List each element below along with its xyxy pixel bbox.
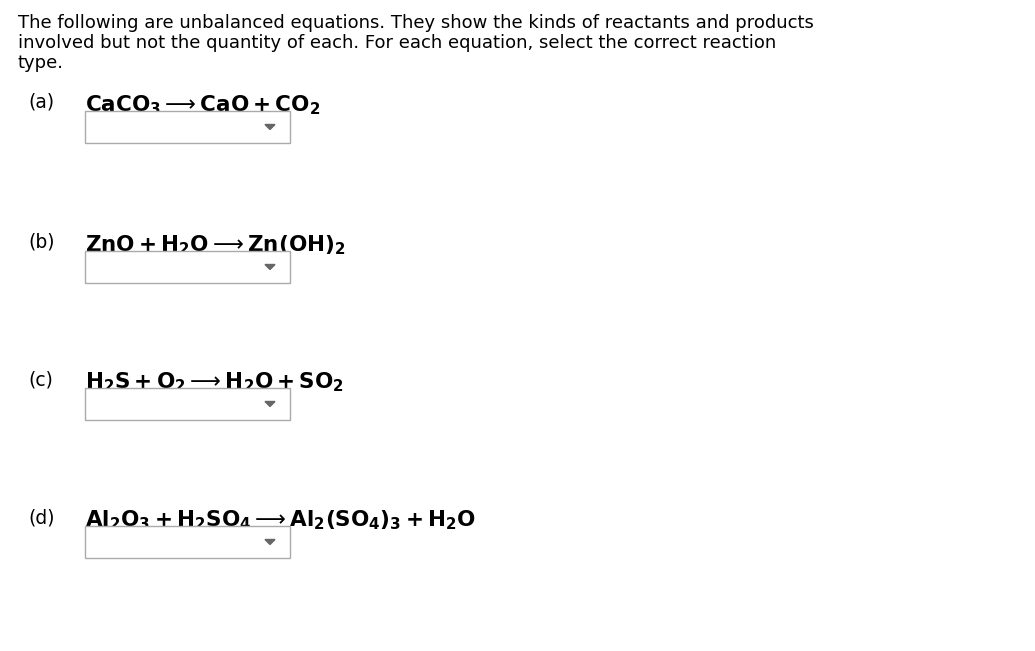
Text: $\mathbf{CaCO_3} \longrightarrow \mathbf{CaO + CO_2}$: $\mathbf{CaCO_3} \longrightarrow \mathbf… [85, 93, 320, 117]
Bar [85, 388, 290, 420]
Text: $\mathbf{H_2S + O_2} \longrightarrow \mathbf{H_2O + SO_2}$: $\mathbf{H_2S + O_2} \longrightarrow \ma… [85, 370, 344, 394]
Text: The following are unbalanced equations. They show the kinds of reactants and pro: The following are unbalanced equations. … [18, 14, 814, 32]
Bar [85, 526, 290, 558]
Text: involved but not the quantity of each. For each equation, select the correct rea: involved but not the quantity of each. F… [18, 34, 776, 52]
Text: (d): (d) [28, 508, 55, 527]
Text: (b): (b) [28, 233, 55, 252]
Polygon shape [265, 264, 275, 270]
Bar [85, 251, 290, 283]
Text: type.: type. [18, 54, 64, 72]
Text: (c): (c) [28, 370, 53, 389]
Bar [85, 111, 290, 143]
Text: $\mathbf{ZnO + H_2O} \longrightarrow \mathbf{Zn(OH)_2}$: $\mathbf{ZnO + H_2O} \longrightarrow \ma… [85, 233, 346, 256]
Polygon shape [265, 540, 275, 544]
Polygon shape [265, 124, 275, 130]
Text: (a): (a) [28, 93, 54, 112]
Polygon shape [265, 402, 275, 406]
Text: $\mathbf{Al_2O_3 + H_2SO_4} \longrightarrow \mathbf{Al_2(SO_4)_3 + H_2O}$: $\mathbf{Al_2O_3 + H_2SO_4} \longrightar… [85, 508, 476, 532]
